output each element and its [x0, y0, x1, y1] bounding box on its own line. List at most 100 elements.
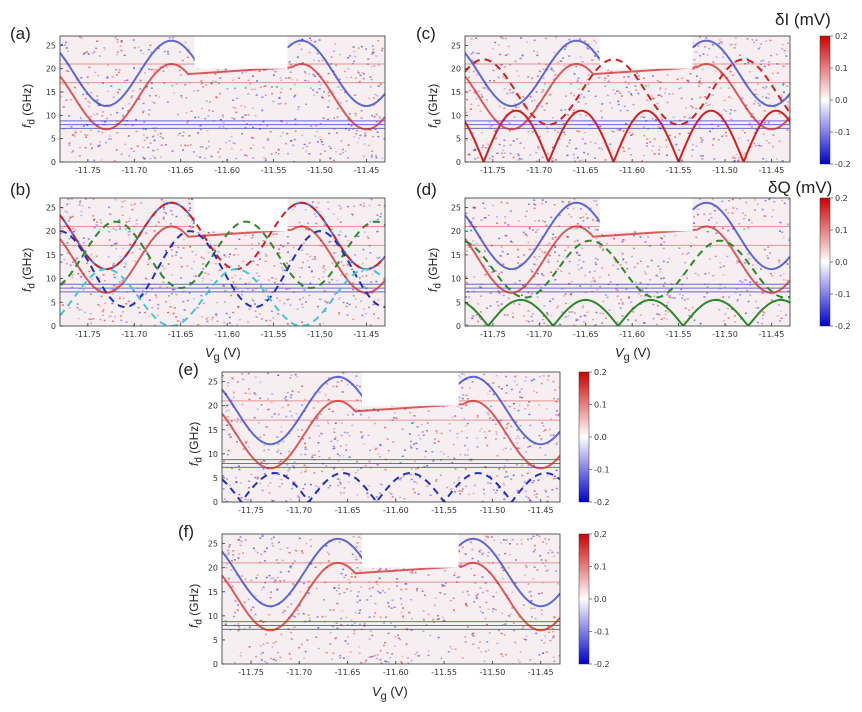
noise-pixel: [297, 435, 300, 438]
noise-pixel: [745, 312, 747, 315]
noise-pixel: [585, 115, 588, 117]
noise-pixel: [478, 90, 481, 93]
noise-pixel: [255, 655, 257, 658]
noise-pixel: [360, 110, 363, 112]
noise-pixel: [265, 319, 268, 322]
noise-pixel: [375, 280, 378, 283]
noise-pixel: [779, 298, 782, 300]
noise-pixel: [373, 303, 376, 305]
noise-pixel: [318, 39, 321, 41]
noise-pixel: [314, 40, 317, 43]
noise-pixel: [497, 304, 500, 307]
noise-pixel: [150, 51, 153, 54]
noise-pixel: [156, 134, 159, 136]
noise-pixel: [359, 134, 362, 137]
noise-pixel: [135, 223, 138, 225]
noise-pixel: [701, 155, 704, 157]
noise-pixel: [336, 453, 339, 455]
noise-pixel: [298, 537, 301, 540]
noise-pixel: [287, 152, 289, 155]
noise-pixel: [230, 467, 233, 469]
noise-pixel: [671, 297, 674, 299]
noise-pixel: [683, 320, 686, 322]
noise-pixel: [603, 79, 606, 81]
noise-pixel: [546, 243, 549, 246]
noise-pixel: [770, 272, 772, 275]
noise-pixel: [230, 325, 233, 326]
noise-pixel: [540, 609, 543, 611]
noise-pixel: [79, 146, 81, 149]
noise-pixel: [234, 248, 237, 250]
noise-pixel: [514, 582, 517, 584]
noise-pixel: [256, 255, 258, 258]
noise-pixel: [336, 627, 339, 629]
noise-pixel: [337, 587, 340, 589]
noise-pixel: [368, 656, 371, 658]
noise-pixel: [498, 237, 501, 240]
noise-pixel: [193, 260, 196, 263]
noise-pixel: [407, 662, 410, 664]
noise-pixel: [339, 654, 342, 657]
x-tick-label: -11.45: [528, 668, 554, 677]
noise-pixel: [304, 470, 307, 473]
noise-pixel: [111, 288, 114, 291]
noise-pixel: [239, 482, 242, 484]
noise-pixel: [210, 318, 213, 321]
noise-pixel: [731, 212, 734, 214]
noise-pixel: [240, 652, 243, 654]
noise-pixel: [515, 93, 517, 95]
noise-pixel: [82, 93, 85, 96]
noise-pixel: [520, 538, 523, 541]
noise-pixel: [697, 208, 700, 210]
noise-pixel: [304, 72, 307, 74]
noise-pixel: [335, 244, 337, 246]
noise-pixel: [443, 585, 446, 587]
noise-pixel: [735, 288, 738, 290]
noise-pixel: [571, 311, 574, 313]
noise-pixel: [514, 103, 517, 105]
noise-pixel: [708, 219, 711, 221]
noise-pixel: [236, 417, 239, 420]
noise-pixel: [127, 110, 130, 112]
overlay-cyan-dashed: [60, 268, 385, 326]
noise-pixel: [279, 262, 282, 265]
noise-pixel: [374, 93, 377, 96]
noise-pixel: [536, 272, 539, 275]
noise-pixel: [365, 659, 368, 662]
noise-pixel: [113, 160, 116, 162]
noise-pixel: [496, 301, 499, 303]
noise-pixel: [619, 307, 622, 309]
noise-pixel: [257, 422, 260, 424]
noise-pixel: [145, 86, 148, 88]
noise-pixel: [364, 132, 367, 134]
noise-pixel: [181, 59, 184, 62]
noise-pixel: [284, 102, 287, 105]
noise-pixel: [351, 268, 354, 271]
noise-pixel: [396, 578, 399, 580]
noise-pixel: [306, 448, 309, 451]
noise-pixel: [227, 449, 230, 452]
noise-pixel: [100, 159, 103, 161]
noise-pixel: [531, 229, 534, 231]
noise-pixel: [699, 322, 702, 325]
noise-pixel: [294, 373, 297, 376]
noise-pixel: [764, 87, 766, 90]
noise-pixel: [524, 564, 527, 567]
noise-pixel: [370, 78, 373, 81]
noise-pixel: [750, 126, 753, 128]
noise-pixel: [476, 437, 478, 440]
noise-pixel: [90, 254, 93, 256]
noise-pixel: [773, 106, 776, 108]
noise-pixel: [348, 475, 351, 477]
noise-pixel: [737, 299, 739, 301]
noise-pixel: [526, 235, 529, 237]
noise-pixel: [593, 279, 596, 282]
noise-pixel: [253, 88, 256, 91]
noise-pixel: [780, 310, 783, 312]
noise-pixel: [129, 217, 132, 220]
noise-pixel: [362, 202, 365, 205]
noise-pixel: [248, 480, 251, 483]
noise-pixel: [527, 76, 530, 78]
x-tick-label: -11.50: [712, 330, 738, 339]
noise-pixel: [405, 588, 408, 590]
